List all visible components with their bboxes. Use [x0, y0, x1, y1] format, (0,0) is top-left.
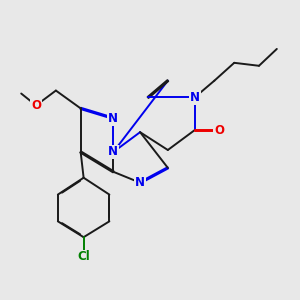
Text: N: N	[190, 91, 200, 104]
Text: N: N	[135, 176, 145, 189]
Text: N: N	[108, 112, 118, 125]
Text: Cl: Cl	[77, 250, 90, 263]
Text: N: N	[108, 146, 118, 158]
Text: O: O	[31, 99, 41, 112]
Text: O: O	[214, 124, 224, 137]
